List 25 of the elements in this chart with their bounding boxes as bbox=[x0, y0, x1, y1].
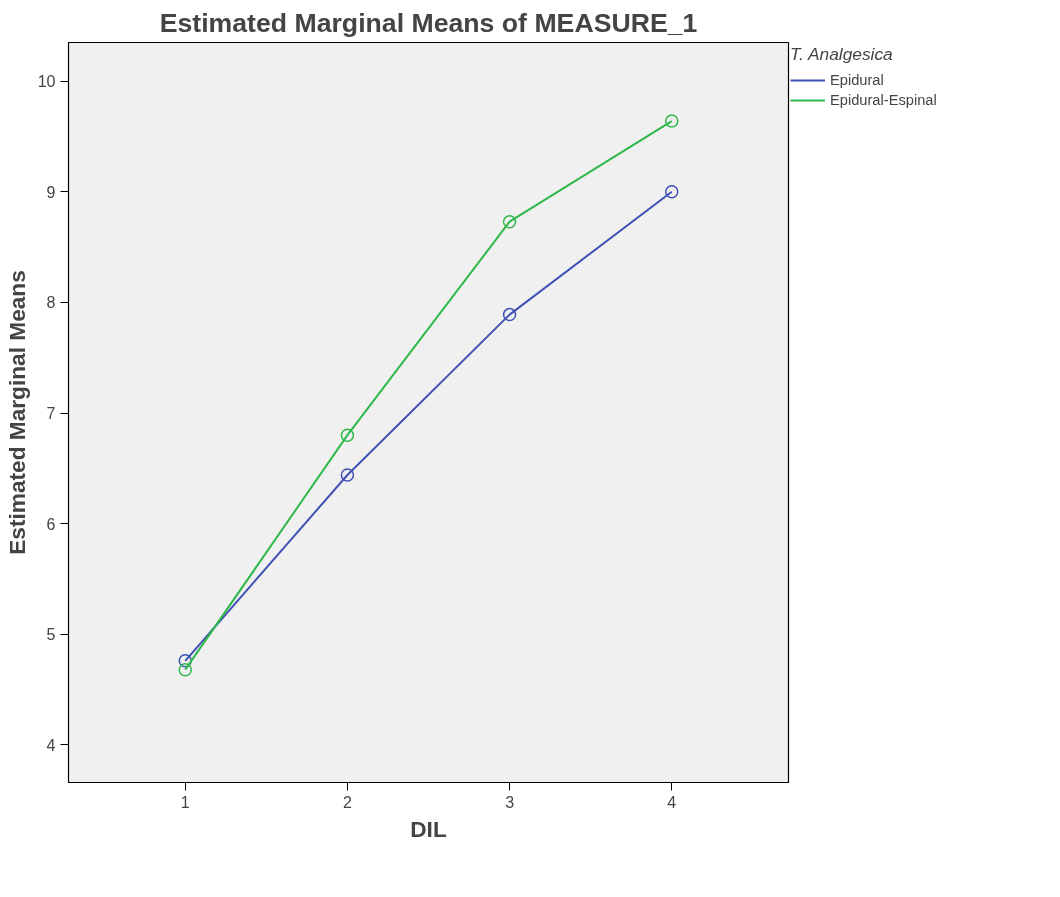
point bbox=[502, 307, 517, 322]
point bbox=[502, 214, 517, 229]
point bbox=[178, 654, 193, 668]
y-axis-title: Estimated Marginal Means bbox=[3, 270, 30, 555]
point bbox=[178, 662, 193, 677]
chart-title: Estimated Marginal Means of MEASURE_1 bbox=[159, 7, 698, 38]
legend-title: T. Analgesica bbox=[790, 44, 894, 65]
legend-label: Epidural-Espinal bbox=[830, 92, 937, 108]
point bbox=[340, 468, 355, 482]
x-tick-label: 2 bbox=[342, 793, 352, 811]
x-tick-label: 4 bbox=[667, 793, 677, 811]
point bbox=[664, 114, 679, 128]
legend-label: Epidural bbox=[830, 72, 884, 88]
y-tick-label: 8 bbox=[46, 294, 56, 312]
point bbox=[664, 185, 679, 199]
y-tick-label: 4 bbox=[46, 736, 56, 754]
x-tick-label: 1 bbox=[180, 793, 190, 811]
x-axis-title: DIL bbox=[410, 815, 447, 842]
y-tick-label: 10 bbox=[37, 73, 56, 91]
y-tick-label: 7 bbox=[46, 405, 56, 423]
y-tick-label: 9 bbox=[46, 183, 56, 201]
y-tick-label: 6 bbox=[46, 515, 56, 533]
x-tick-label: 3 bbox=[505, 793, 515, 811]
y-tick-label: 5 bbox=[46, 626, 56, 644]
point bbox=[340, 428, 355, 442]
